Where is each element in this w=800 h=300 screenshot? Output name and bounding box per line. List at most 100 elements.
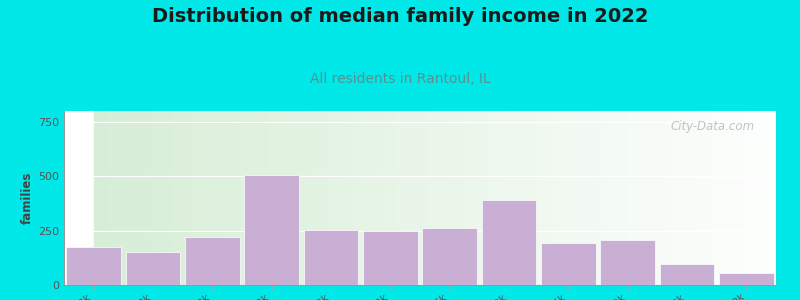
Bar	[710, 111, 713, 285]
Bar	[243, 111, 246, 285]
Bar	[218, 111, 222, 285]
Bar	[660, 111, 663, 285]
Bar	[275, 111, 278, 285]
Bar	[557, 111, 560, 285]
Y-axis label: families: families	[21, 172, 34, 224]
Bar	[538, 111, 542, 285]
Bar	[136, 111, 140, 285]
Bar	[307, 111, 311, 285]
Bar	[104, 111, 108, 285]
Bar	[795, 111, 798, 285]
Bar	[211, 111, 214, 285]
Bar	[791, 111, 795, 285]
Bar	[646, 111, 649, 285]
Bar	[492, 111, 496, 285]
Bar	[414, 111, 418, 285]
Bar	[578, 111, 582, 285]
Bar	[681, 111, 685, 285]
Bar	[244, 175, 299, 285]
Bar	[304, 230, 358, 285]
Bar	[246, 111, 250, 285]
Bar	[589, 111, 592, 285]
Bar	[378, 111, 382, 285]
Bar	[570, 111, 574, 285]
Bar	[752, 111, 756, 285]
Bar	[592, 111, 596, 285]
Bar	[432, 111, 435, 285]
Bar	[756, 111, 759, 285]
Bar	[254, 111, 258, 285]
Bar	[318, 111, 322, 285]
Bar	[550, 111, 553, 285]
Bar	[115, 111, 118, 285]
Bar	[410, 111, 414, 285]
Bar	[457, 111, 460, 285]
Bar	[304, 111, 307, 285]
Bar	[222, 111, 226, 285]
Bar	[717, 111, 720, 285]
Bar	[407, 111, 410, 285]
Bar	[236, 111, 240, 285]
Bar	[763, 111, 766, 285]
Bar	[474, 111, 478, 285]
Bar	[478, 111, 482, 285]
Bar	[503, 111, 506, 285]
Bar	[446, 111, 450, 285]
Bar	[742, 111, 745, 285]
Bar	[464, 111, 467, 285]
Bar	[599, 111, 602, 285]
Bar	[325, 111, 329, 285]
Bar	[600, 240, 655, 285]
Bar	[389, 111, 393, 285]
Bar	[354, 111, 357, 285]
Bar	[602, 111, 606, 285]
Bar	[560, 111, 563, 285]
Bar	[688, 111, 692, 285]
Bar	[777, 111, 781, 285]
Bar	[706, 111, 710, 285]
Bar	[774, 111, 777, 285]
Bar	[499, 111, 503, 285]
Bar	[460, 111, 464, 285]
Bar	[186, 111, 190, 285]
Bar	[745, 111, 749, 285]
Bar	[118, 111, 122, 285]
Bar	[311, 111, 314, 285]
Bar	[731, 111, 734, 285]
Bar	[101, 111, 104, 285]
Bar	[781, 111, 784, 285]
Bar	[250, 111, 254, 285]
Bar	[631, 111, 634, 285]
Bar	[396, 111, 400, 285]
Bar	[713, 111, 717, 285]
Bar	[350, 111, 354, 285]
Bar	[261, 111, 265, 285]
Bar	[596, 111, 599, 285]
Bar	[361, 111, 364, 285]
Bar	[450, 111, 454, 285]
Bar	[724, 111, 727, 285]
Bar	[126, 111, 130, 285]
Bar	[667, 111, 670, 285]
Bar	[486, 111, 489, 285]
Bar	[300, 111, 304, 285]
Bar	[382, 111, 386, 285]
Bar	[489, 111, 492, 285]
Bar	[670, 111, 674, 285]
Bar	[133, 111, 136, 285]
Bar	[282, 111, 286, 285]
Bar	[169, 111, 172, 285]
Bar	[425, 111, 428, 285]
Bar	[421, 111, 425, 285]
Bar	[759, 111, 763, 285]
Bar	[663, 111, 667, 285]
Bar	[653, 111, 656, 285]
Bar	[172, 111, 175, 285]
Bar	[182, 111, 186, 285]
Bar	[685, 111, 688, 285]
Bar	[286, 111, 290, 285]
Bar	[428, 111, 432, 285]
Bar	[229, 111, 233, 285]
Bar	[332, 111, 336, 285]
Bar	[108, 111, 111, 285]
